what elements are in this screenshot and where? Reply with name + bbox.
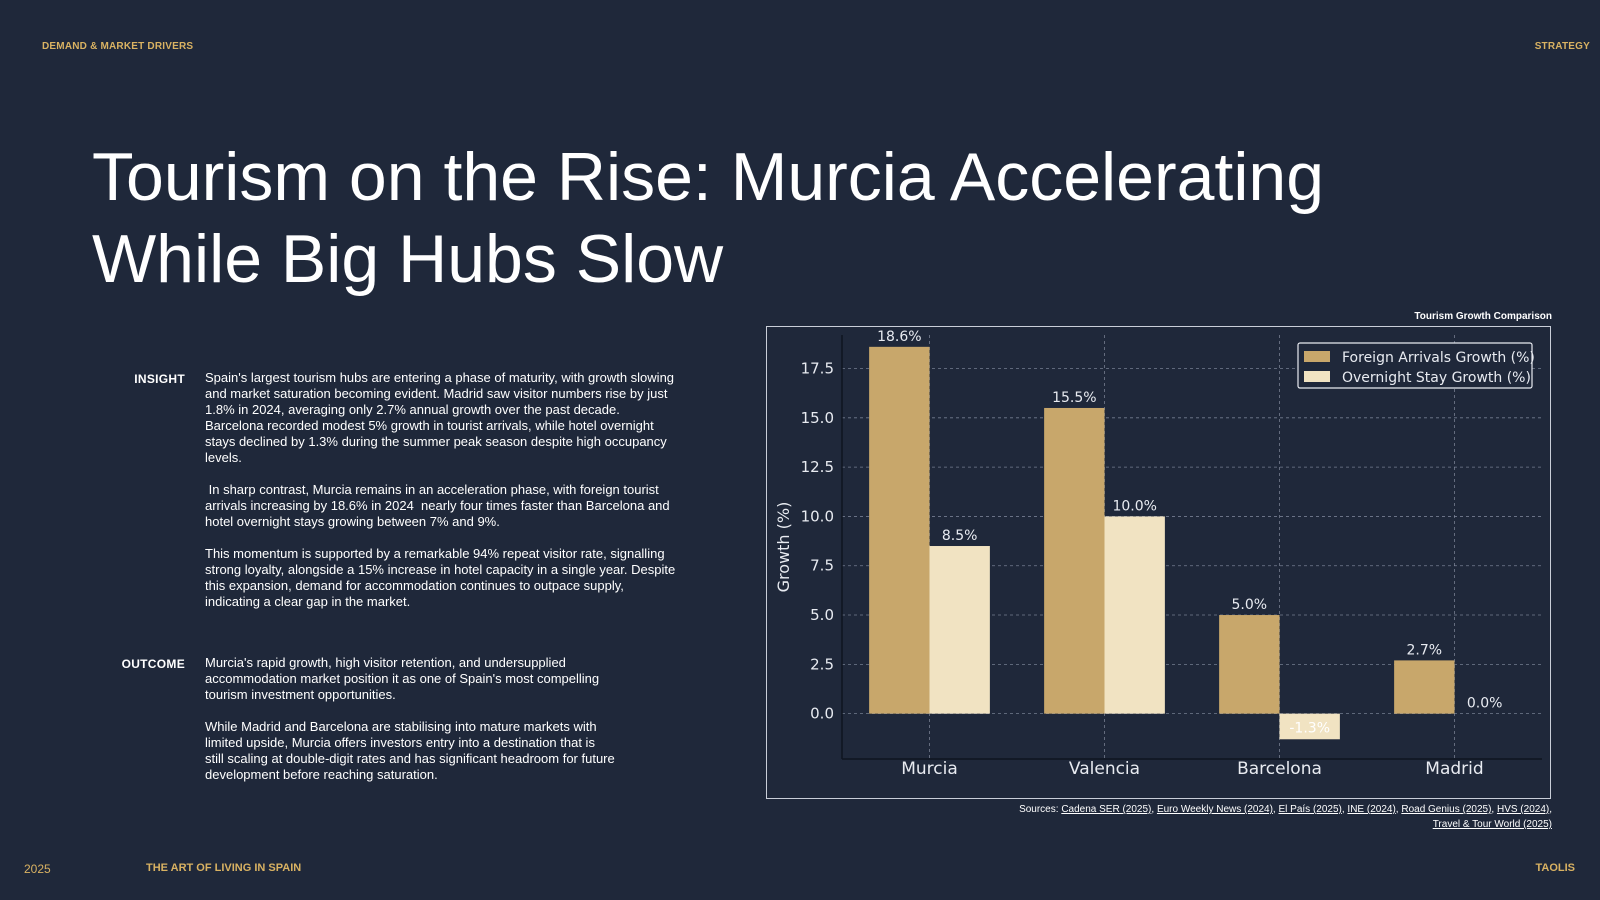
y-tick-label: 5.0 xyxy=(810,606,834,624)
category-label: STRATEGY xyxy=(1534,41,1590,52)
x-tick-label: Valencia xyxy=(1069,759,1140,779)
source-link[interactable]: Cadena SER (2025) xyxy=(1061,804,1152,815)
y-tick-label: 17.5 xyxy=(801,360,834,378)
bar-value-label: 2.7% xyxy=(1407,642,1443,658)
sources-list: Sources: Cadena SER (2025), Euro Weekly … xyxy=(1019,804,1552,830)
y-tick-label: 2.5 xyxy=(810,655,834,673)
bar-arrivals-barcelona xyxy=(1219,615,1280,714)
y-tick-label: 15.0 xyxy=(801,409,834,427)
insight-label: INSIGHT xyxy=(134,372,185,386)
insight-body: Spain's largest tourism hubs are enterin… xyxy=(205,370,680,626)
y-tick-label: 10.0 xyxy=(801,507,834,525)
source-link[interactable]: Euro Weekly News (2024) xyxy=(1156,804,1273,815)
source-link[interactable]: INE (2024) xyxy=(1347,804,1396,815)
sources-prefix: Sources: xyxy=(1019,804,1062,815)
bar-overnight-barcelona xyxy=(1279,713,1340,740)
source-link[interactable]: El País (2025) xyxy=(1278,804,1342,815)
bar-value-label: 0.0% xyxy=(1467,696,1503,712)
chart-legend xyxy=(1297,342,1533,389)
bar-value-label: 15.5% xyxy=(1052,390,1096,406)
footer-year: 2025 xyxy=(24,862,51,876)
legend-swatch xyxy=(1304,351,1330,362)
bar-value-label: 18.6% xyxy=(877,329,921,345)
y-tick-label: 7.5 xyxy=(810,557,834,575)
page-title-line-2: While Big Hubs Slow xyxy=(92,221,724,297)
insight-paragraph: In sharp contrast, Murcia remains in an … xyxy=(205,482,674,529)
y-tick-label: 0.0 xyxy=(810,705,834,723)
legend-swatch xyxy=(1304,371,1330,382)
source-link[interactable]: Travel & Tour World (2025) xyxy=(1432,819,1552,830)
legend-entry: Foreign Arrivals Growth (%) xyxy=(1342,350,1535,366)
legend-entry: Overnight Stay Growth (%) xyxy=(1342,370,1531,386)
x-tick-label: Madrid xyxy=(1425,759,1483,779)
y-axis-label: Growth (%) xyxy=(774,502,793,593)
bar-arrivals-murcia xyxy=(869,346,930,714)
chart-frame: 0.0 2.5 5.0 7.5 10.0 12.5 15.0 17.5 18.6% 15.5% 5.… xyxy=(766,326,1551,799)
insight-paragraph: This momentum is supported by a remarkab… xyxy=(205,546,679,609)
y-tick-label: 12.5 xyxy=(801,458,834,476)
page-title-line-1: Tourism on the Rise: Murcia Accelerating xyxy=(92,139,1325,215)
x-tick-label: Barcelona xyxy=(1237,759,1322,779)
source-link[interactable]: HVS (2024) xyxy=(1496,804,1550,815)
growth-bar-chart: 0.0 2.5 5.0 7.5 10.0 12.5 15.0 17.5 18.6% 15.5% 5.… xyxy=(767,327,1550,798)
bar-value-label: 5.0% xyxy=(1232,597,1268,613)
x-tick-label: Murcia xyxy=(901,759,958,779)
bar-overnight-murcia xyxy=(929,546,990,714)
outcome-paragraph: While Madrid and Barcelona are stabilisi… xyxy=(205,719,619,782)
page-title: Tourism on the Rise: Murcia Accelerating… xyxy=(92,136,1492,300)
footer-brand: TAOLIS xyxy=(1535,862,1575,874)
outcome-paragraph: Murcia's rapid growth, high visitor rete… xyxy=(205,655,603,702)
bar-value-label: 8.5% xyxy=(942,528,978,544)
bar-arrivals-valencia xyxy=(1044,407,1105,714)
outcome-label: OUTCOME xyxy=(121,657,185,671)
bar-overnight-valencia xyxy=(1104,516,1165,714)
outcome-body: Murcia's rapid growth, high visitor rete… xyxy=(205,655,615,799)
bar-arrivals-madrid xyxy=(1394,660,1455,714)
chart-title: Tourism Growth Comparison xyxy=(1414,311,1552,322)
bar-value-label: 10.0% xyxy=(1112,498,1156,514)
insight-paragraph: Spain's largest tourism hubs are enterin… xyxy=(205,370,678,465)
source-link[interactable]: Road Genius (2025) xyxy=(1401,804,1492,815)
section-header: DEMAND & MARKET DRIVERS xyxy=(42,41,194,52)
bar-value-label: -1.3% xyxy=(1289,720,1330,736)
footer-tagline: THE ART OF LIVING IN SPAIN xyxy=(146,862,302,874)
